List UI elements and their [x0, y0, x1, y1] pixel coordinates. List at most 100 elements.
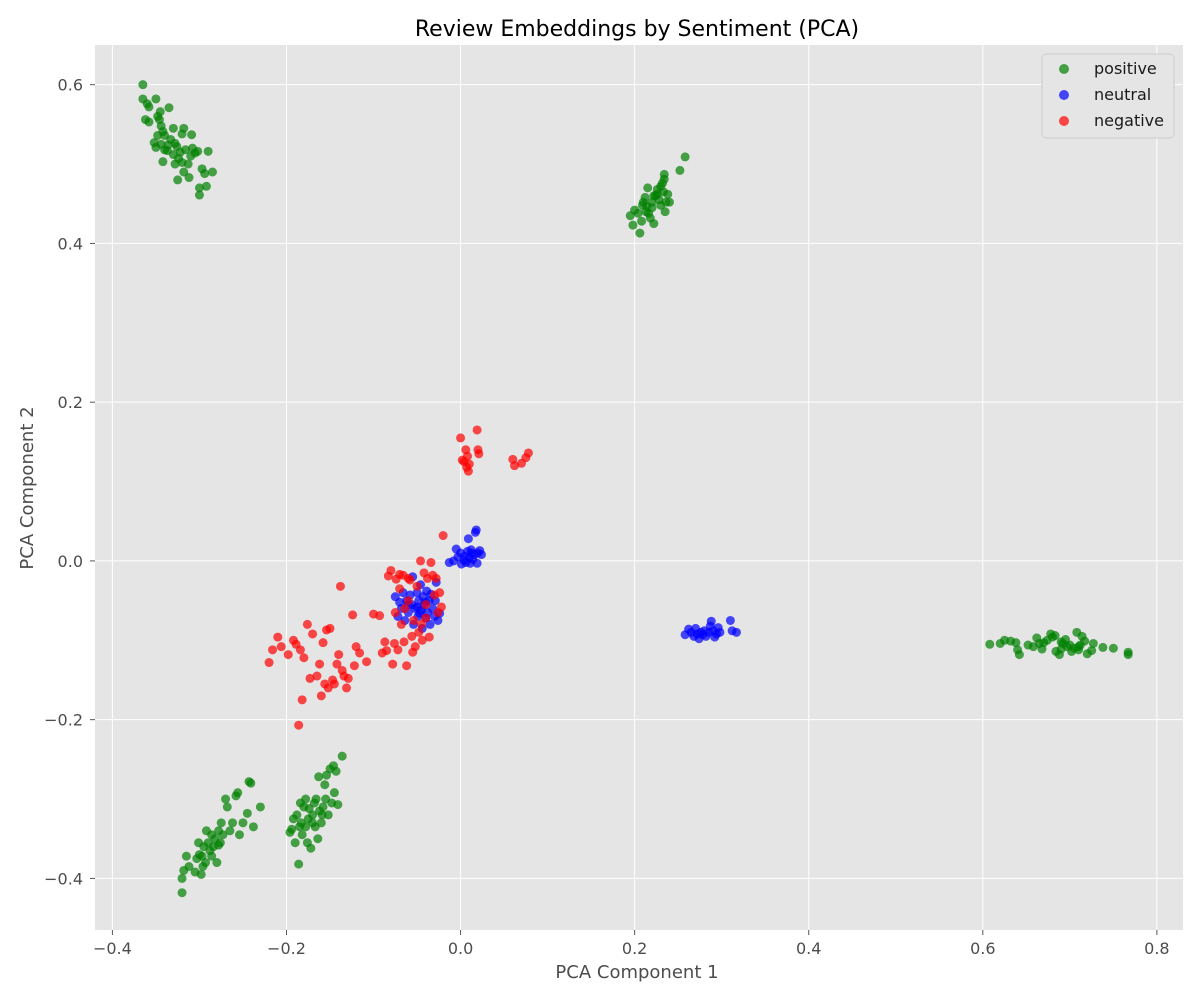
- data-point-negative: [305, 673, 315, 683]
- data-point-positive: [177, 888, 187, 898]
- data-point-negative: [400, 604, 410, 614]
- data-point-negative: [472, 425, 482, 435]
- data-point-positive: [1056, 637, 1066, 647]
- data-point-negative: [382, 646, 392, 656]
- data-point-negative: [395, 584, 405, 594]
- data-point-negative: [399, 637, 409, 647]
- data-point-negative: [268, 645, 278, 655]
- data-point-negative: [510, 461, 520, 471]
- data-point-positive: [308, 810, 318, 820]
- data-point-negative: [390, 608, 400, 618]
- data-point-positive: [337, 751, 347, 761]
- data-point-positive: [181, 851, 191, 861]
- data-point-positive: [314, 772, 324, 782]
- data-point-positive: [138, 80, 148, 90]
- data-point-negative: [426, 558, 436, 568]
- data-point-negative: [312, 671, 322, 681]
- legend: positive neutral negative: [1041, 53, 1175, 139]
- data-point-positive: [216, 818, 226, 828]
- data-point-negative: [407, 631, 417, 641]
- data-point-positive: [194, 190, 204, 200]
- legend-box: [1041, 53, 1175, 139]
- data-point-positive: [1123, 650, 1133, 660]
- data-point-negative: [417, 635, 427, 645]
- data-point-negative: [308, 629, 318, 639]
- data-point-positive: [196, 869, 206, 879]
- data-point-positive: [633, 208, 643, 218]
- y-tick-label: 0.2: [58, 393, 83, 412]
- data-point-negative: [463, 466, 473, 476]
- data-point-positive: [212, 858, 222, 868]
- gridlines: [95, 45, 1183, 930]
- data-point-positive: [207, 851, 217, 861]
- data-point-positive: [637, 216, 647, 226]
- data-point-neutral: [415, 608, 425, 618]
- data-point-positive: [292, 810, 302, 820]
- x-tick-label: 0.8: [1144, 939, 1169, 958]
- x-tick-label: 0.0: [448, 939, 473, 958]
- data-point-positive: [331, 766, 341, 776]
- data-point-positive: [201, 181, 211, 191]
- data-point-positive: [214, 840, 224, 850]
- data-point-positive: [317, 810, 327, 820]
- data-point-negative: [355, 648, 365, 658]
- data-point-negative: [474, 449, 484, 459]
- data-point-neutral: [463, 534, 473, 544]
- data-point-negative: [295, 645, 305, 655]
- data-point-positive: [675, 165, 685, 175]
- data-point-positive: [311, 794, 321, 804]
- data-point-negative: [435, 588, 445, 598]
- x-tick-label: −0.2: [267, 939, 306, 958]
- data-point-positive: [640, 192, 650, 202]
- data-point-positive: [628, 220, 638, 230]
- data-point-negative: [325, 623, 335, 633]
- data-point-positive: [664, 197, 674, 207]
- data-point-negative: [431, 573, 441, 583]
- legend-label-neutral: neutral: [1094, 85, 1151, 104]
- data-point-positive: [193, 146, 203, 156]
- data-point-positive: [181, 145, 191, 155]
- data-point-positive: [255, 802, 265, 812]
- data-point-negative: [264, 658, 274, 668]
- data-point-neutral: [476, 550, 486, 560]
- data-point-negative: [302, 619, 312, 629]
- data-point-positive: [218, 830, 228, 840]
- data-point-positive: [635, 228, 645, 238]
- data-point-negative: [283, 650, 293, 660]
- data-point-positive: [177, 873, 187, 883]
- data-point-negative: [343, 673, 353, 683]
- data-point-positive: [144, 117, 154, 127]
- data-point-neutral: [433, 615, 443, 625]
- x-axis-label: PCA Component 1: [555, 962, 718, 983]
- x-tick-label: −0.4: [93, 939, 132, 958]
- chart-title: Review Embeddings by Sentiment (PCA): [415, 17, 859, 42]
- data-point-negative: [380, 637, 390, 647]
- data-point-positive: [170, 159, 180, 169]
- data-point-positive: [301, 794, 311, 804]
- data-point-negative: [316, 691, 326, 701]
- data-point-positive: [203, 146, 213, 156]
- data-point-positive: [637, 200, 647, 210]
- legend-label-negative: negative: [1094, 111, 1164, 130]
- data-point-positive: [318, 802, 328, 812]
- data-point-neutral: [467, 548, 477, 558]
- data-point-positive: [313, 834, 323, 844]
- x-tick-label: 0.6: [970, 939, 995, 958]
- data-point-negative: [456, 433, 466, 443]
- data-point-negative: [424, 632, 434, 642]
- data-point-positive: [308, 818, 318, 828]
- data-point-positive: [179, 123, 189, 133]
- data-point-positive: [1080, 636, 1090, 646]
- data-point-negative: [273, 632, 283, 642]
- y-tick-label: −0.4: [44, 869, 83, 888]
- y-axis-label: PCA Component 2: [17, 406, 38, 569]
- data-point-negative: [464, 459, 474, 469]
- data-point-positive: [234, 830, 244, 840]
- data-point-negative: [438, 531, 448, 541]
- data-point-positive: [297, 830, 307, 840]
- data-point-positive: [173, 175, 183, 185]
- data-point-positive: [149, 138, 159, 148]
- data-point-positive: [290, 838, 300, 848]
- data-point-positive: [246, 778, 256, 788]
